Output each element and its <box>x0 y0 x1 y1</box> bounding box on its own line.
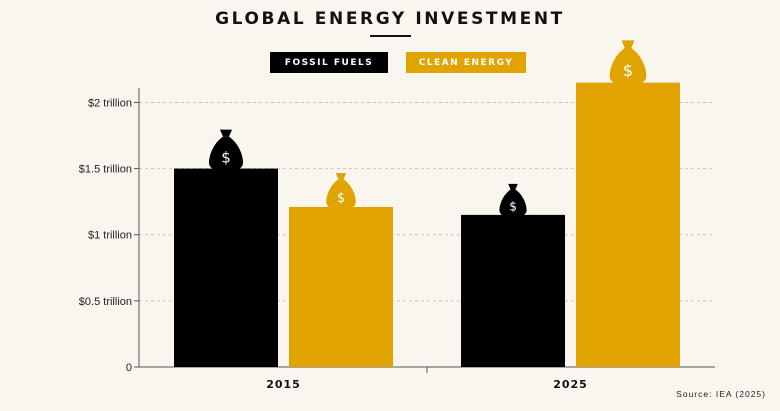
bar-clean-energy-2025 <box>576 82 680 367</box>
x-category-label-2015: 2015 <box>266 378 301 391</box>
bar-clean-energy-2015 <box>289 206 393 367</box>
y-tick-label-0: 0 <box>126 362 132 374</box>
svg-text:$: $ <box>221 149 231 167</box>
source-note: Source: IEA (2025) <box>676 389 766 399</box>
legend-fossil-fuels: FOSSIL FUELS <box>270 52 388 73</box>
y-tick-label-2: $1 trillion <box>88 230 132 242</box>
svg-text:$: $ <box>623 61 633 80</box>
title-underline <box>370 35 411 37</box>
svg-text:$: $ <box>509 199 517 213</box>
x-category-label-2025: 2025 <box>553 378 588 391</box>
legend-clean-energy: CLEAN ENERGY <box>406 52 526 73</box>
bars <box>174 82 680 367</box>
money-bag-icon-clean-energy-2015: $ <box>326 173 356 210</box>
chart-title: GLOBAL ENERGY INVESTMENT <box>215 9 565 29</box>
bar-fossil-fuels-2025 <box>461 214 565 367</box>
y-tick-label-1: $0.5 trillion <box>79 296 132 308</box>
svg-text:$: $ <box>337 191 345 206</box>
money-bag-icon-fossil-fuels-2025: $ <box>499 183 527 218</box>
axis-labels: 0 $0.5 trillion $1 trillion $1.5 trillion $2… <box>79 97 588 391</box>
y-tick-label-4: $2 trillion <box>88 97 132 109</box>
bar-fossil-fuels-2015 <box>174 168 278 367</box>
money-bag-icons: $ $ $ $ <box>209 40 647 218</box>
y-tick-label-3: $1.5 trillion <box>79 164 132 176</box>
money-bag-icon-fossil-fuels-2015: $ <box>209 129 243 172</box>
money-bag-icon-clean-energy-2025: $ <box>609 40 647 86</box>
